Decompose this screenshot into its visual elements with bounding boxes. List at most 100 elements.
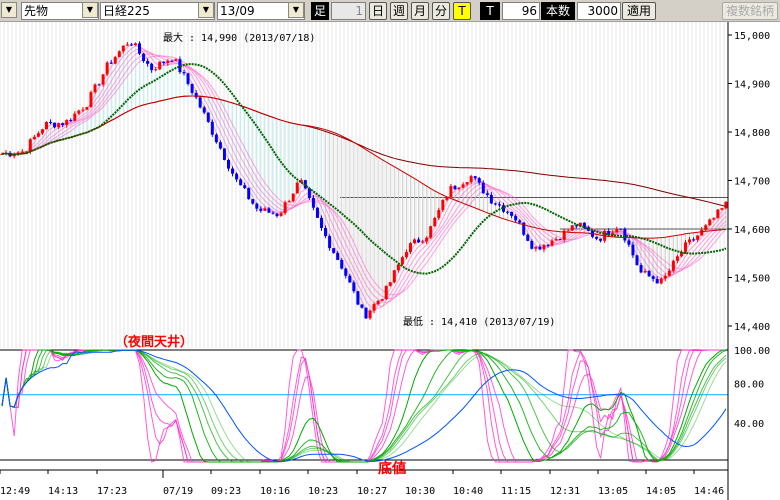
candle bbox=[704, 225, 708, 230]
candle bbox=[522, 222, 526, 235]
day-button[interactable]: 日 bbox=[369, 2, 387, 20]
candle bbox=[85, 107, 89, 110]
candle bbox=[550, 240, 554, 246]
candle bbox=[449, 186, 453, 198]
candle bbox=[93, 84, 97, 93]
candle bbox=[190, 83, 194, 93]
candle bbox=[582, 222, 586, 228]
count-label: 本数 bbox=[541, 2, 575, 20]
multi-symbol-button[interactable]: 複数銘柄 bbox=[722, 2, 778, 20]
contract-select[interactable]: 13/09 bbox=[217, 2, 305, 20]
t-value-input[interactable]: 96 bbox=[502, 2, 540, 20]
candle bbox=[295, 182, 299, 194]
candle bbox=[655, 278, 659, 284]
candle bbox=[506, 211, 510, 213]
time-tick-label: 10:16 bbox=[260, 486, 290, 497]
candle bbox=[0, 153, 4, 155]
candle bbox=[526, 234, 530, 241]
candle bbox=[643, 271, 647, 273]
candle bbox=[267, 208, 271, 213]
tick-button[interactable]: T bbox=[453, 2, 471, 20]
candle bbox=[49, 122, 53, 124]
candle bbox=[514, 215, 518, 221]
candle bbox=[570, 225, 574, 231]
candle bbox=[675, 256, 679, 261]
candle bbox=[712, 218, 716, 220]
candle bbox=[558, 239, 562, 241]
candle bbox=[445, 197, 449, 200]
candle bbox=[396, 264, 400, 271]
candle bbox=[336, 252, 340, 260]
candle bbox=[469, 176, 473, 183]
candle bbox=[32, 136, 36, 140]
candle bbox=[138, 43, 142, 54]
candle bbox=[518, 220, 522, 223]
candle bbox=[89, 92, 93, 108]
candle bbox=[28, 139, 32, 152]
candle bbox=[473, 176, 477, 179]
candle bbox=[109, 62, 113, 64]
candle bbox=[142, 53, 146, 62]
osc-blue-line bbox=[1, 349, 727, 463]
candle bbox=[182, 72, 186, 74]
candle bbox=[73, 113, 77, 121]
price-tick-label: 14,600 bbox=[734, 225, 770, 236]
chevron-down-icon[interactable]: ▼ bbox=[198, 2, 214, 18]
candle bbox=[101, 74, 105, 85]
osc-tick-label: 100.00 bbox=[734, 346, 770, 357]
candle bbox=[105, 62, 109, 75]
candle bbox=[404, 251, 408, 258]
minute-button[interactable]: 分 bbox=[432, 2, 450, 20]
count-input[interactable]: 3000 bbox=[577, 2, 621, 20]
candle bbox=[631, 244, 635, 256]
candle bbox=[429, 226, 433, 238]
candle bbox=[554, 239, 558, 241]
candle bbox=[20, 151, 24, 153]
instrument-type-select[interactable]: 先物 bbox=[21, 2, 99, 20]
candle bbox=[607, 230, 611, 236]
candle bbox=[210, 121, 214, 135]
candle bbox=[150, 63, 154, 71]
candle bbox=[611, 232, 615, 236]
time-tick-label: 10:40 bbox=[453, 486, 483, 497]
time-tick-label: 17:23 bbox=[97, 486, 127, 497]
candle bbox=[259, 208, 263, 211]
candle bbox=[340, 259, 344, 269]
candle bbox=[279, 213, 283, 217]
candle bbox=[457, 187, 461, 190]
candle bbox=[69, 120, 73, 122]
candle bbox=[599, 238, 603, 241]
price-chart[interactable]: 15,000 14,900 14,800 14,700 14,600 14,500 14,4… bbox=[0, 22, 780, 500]
chevron-down-icon[interactable]: ▼ bbox=[82, 2, 98, 18]
candle bbox=[320, 217, 324, 228]
instrument-select[interactable]: 日経225 bbox=[100, 2, 215, 20]
candle bbox=[77, 110, 81, 114]
apply-button[interactable]: 適用 bbox=[622, 2, 656, 20]
candle bbox=[671, 260, 675, 271]
menu-dropdown-button[interactable]: ▼ bbox=[1, 2, 17, 18]
bottom-annotation: 底値 bbox=[378, 460, 406, 477]
month-button[interactable]: 月 bbox=[411, 2, 429, 20]
candle bbox=[453, 186, 457, 190]
week-button[interactable]: 週 bbox=[390, 2, 408, 20]
candle bbox=[663, 275, 667, 279]
candle bbox=[263, 208, 267, 211]
candle bbox=[635, 255, 639, 266]
candle bbox=[158, 61, 162, 70]
candle bbox=[291, 193, 295, 202]
candle bbox=[688, 239, 692, 243]
candle bbox=[235, 173, 239, 180]
time-tick-label: 09:23 bbox=[211, 486, 241, 497]
chevron-down-icon[interactable]: ▼ bbox=[288, 2, 304, 18]
candle bbox=[36, 133, 40, 137]
candle bbox=[376, 300, 380, 305]
candle bbox=[198, 97, 202, 108]
price-tick-label: 14,900 bbox=[734, 80, 770, 91]
candle bbox=[392, 270, 396, 283]
candle bbox=[97, 84, 101, 86]
candle bbox=[81, 109, 85, 111]
time-tick-label: 07/19 bbox=[163, 486, 193, 497]
interval-input[interactable]: 1 bbox=[331, 2, 366, 20]
time-tick-label: 10:30 bbox=[405, 486, 435, 497]
candle bbox=[44, 122, 48, 130]
